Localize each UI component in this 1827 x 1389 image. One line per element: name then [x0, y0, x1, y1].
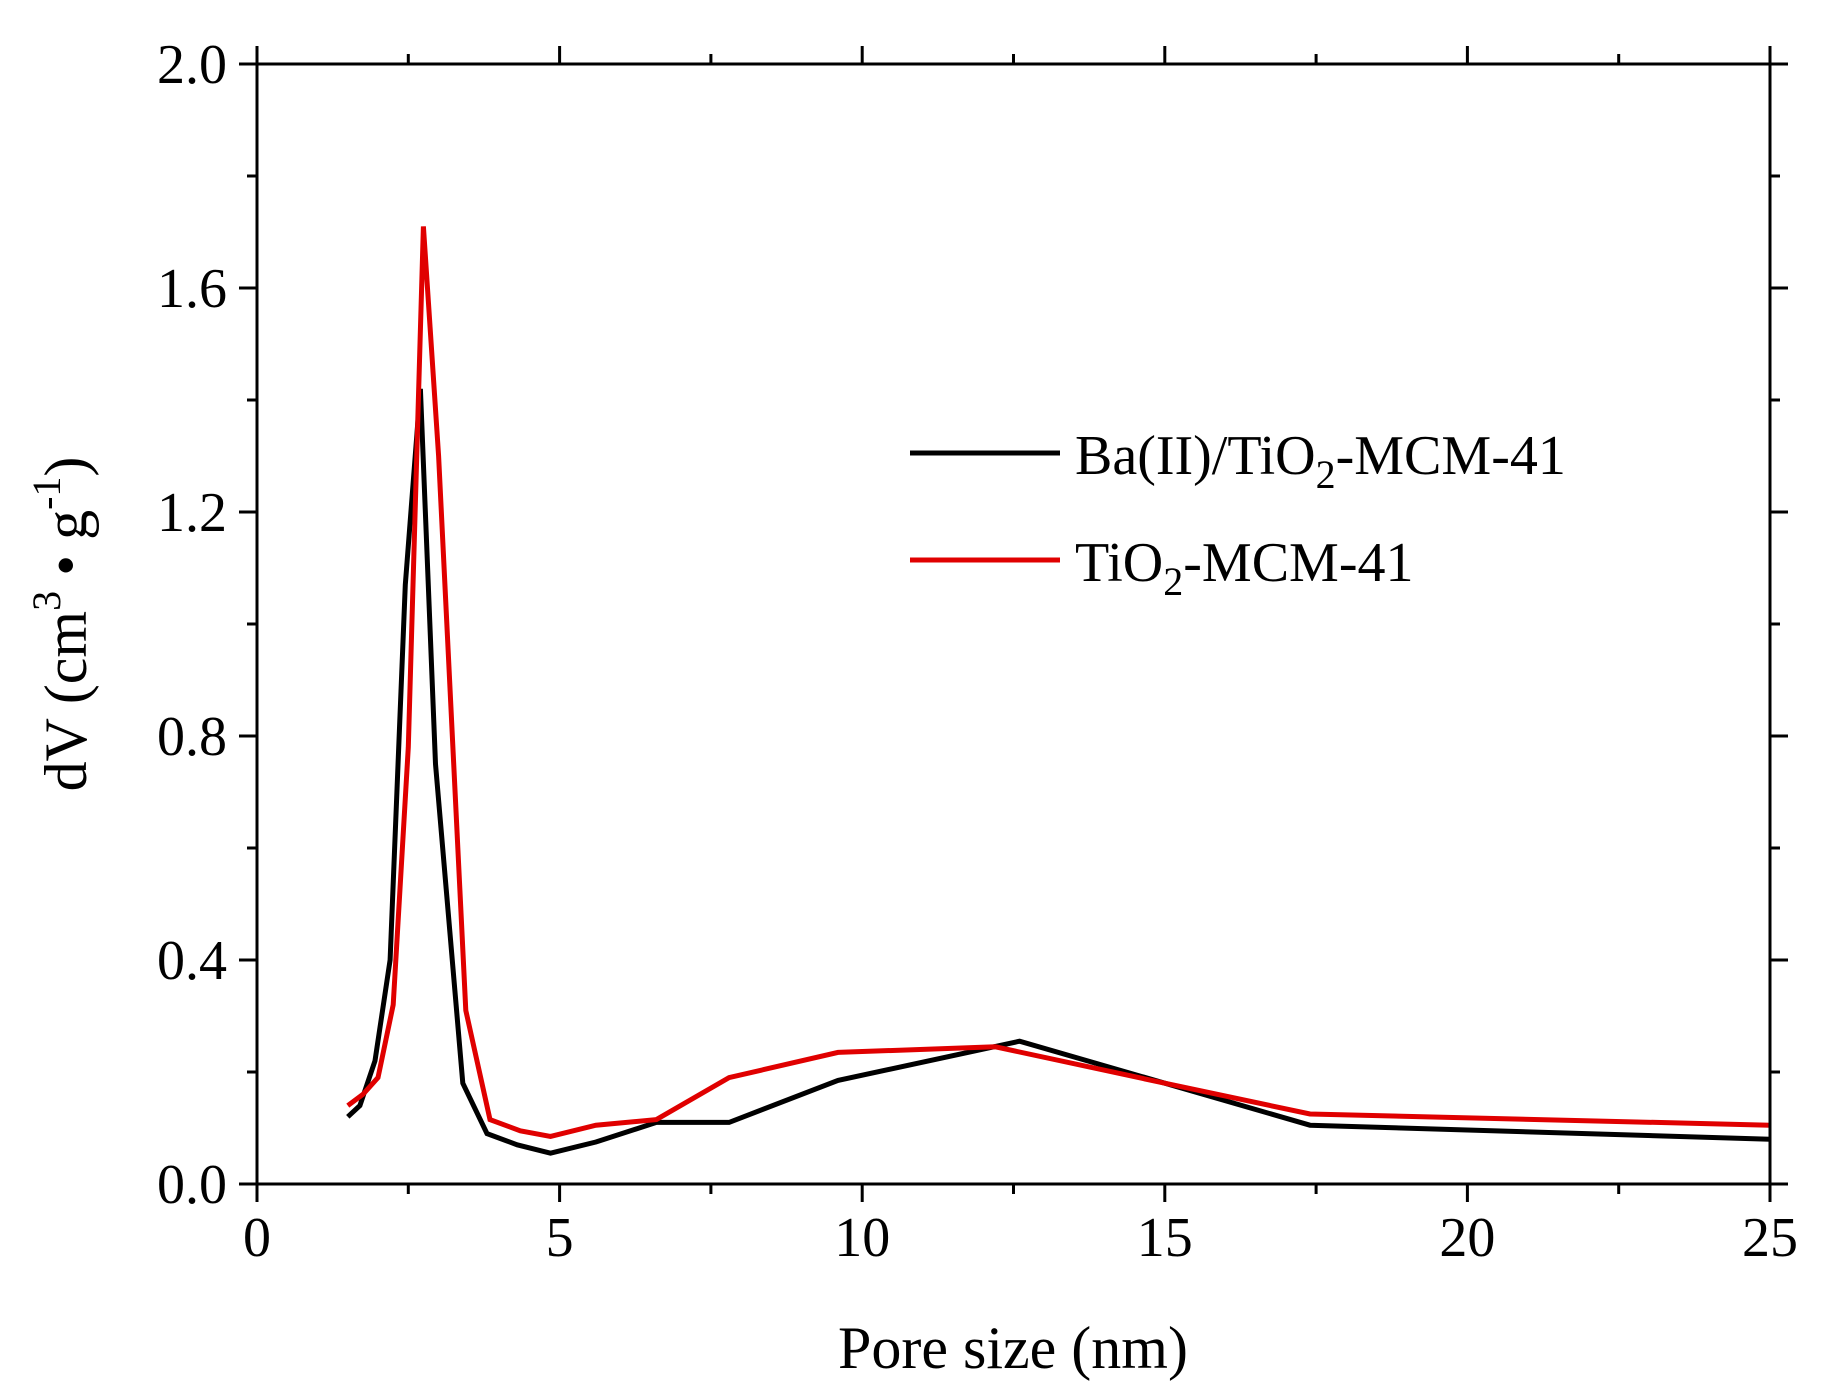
- axis-ticks: [239, 46, 1788, 1202]
- x-tick-label: 25: [1742, 1207, 1798, 1269]
- y-tick-label: 1.6: [157, 258, 227, 320]
- x-tick-label: 10: [834, 1207, 890, 1269]
- y-tick-label: 1.2: [157, 482, 227, 544]
- y-tick-label: 2.0: [157, 34, 227, 96]
- legend: Ba(II)/TiO2-MCM-41 TiO2-MCM-41: [910, 425, 1566, 604]
- legend-label-tio2: TiO2-MCM-41: [1075, 532, 1413, 604]
- series-lines: [346, 226, 1771, 1156]
- tick-labels: 0 5 10 15 20 25 0.0 0.4 0.8 1.2 1.6 2.0: [157, 34, 1798, 1269]
- x-tick-label: 5: [546, 1207, 574, 1269]
- series-line-ba-tio2: [346, 388, 1771, 1156]
- legend-item-ba-tio2: Ba(II)/TiO2-MCM-41: [910, 425, 1566, 497]
- y-tick-label: 0.8: [157, 706, 227, 768]
- y-tick-label: 0.4: [157, 930, 227, 992]
- legend-item-tio2: TiO2-MCM-41: [910, 532, 1413, 604]
- x-tick-label: 20: [1439, 1207, 1495, 1269]
- x-tick-label: 15: [1137, 1207, 1193, 1269]
- x-tick-label: 0: [243, 1207, 271, 1269]
- y-tick-label: 0.0: [157, 1154, 227, 1216]
- y-axis-title: dV (cm3 • g-1): [24, 457, 99, 792]
- plot-frame: [255, 62, 1772, 1186]
- legend-label-ba-tio2: Ba(II)/TiO2-MCM-41: [1075, 425, 1566, 497]
- x-axis-title: Pore size (nm): [838, 1315, 1188, 1381]
- series-line-tio2: [346, 226, 1771, 1139]
